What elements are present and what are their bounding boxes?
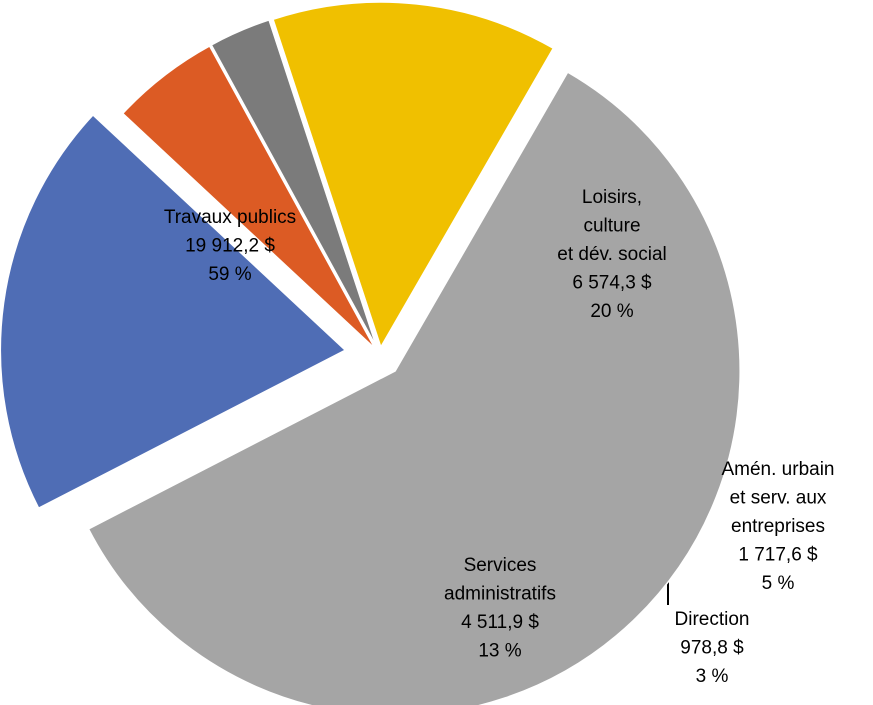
pie-slice bbox=[272, 1, 555, 349]
pie-slice bbox=[87, 71, 741, 705]
slice-label: et serv. aux bbox=[730, 488, 827, 509]
value-label: 19 912,2 $ bbox=[185, 236, 275, 257]
slice-label: entreprises bbox=[731, 516, 825, 537]
pie-slice bbox=[0, 113, 347, 510]
value-label: 1 717,6 $ bbox=[738, 545, 818, 566]
pie-slice bbox=[210, 18, 378, 349]
slice-label: et dév. social bbox=[557, 244, 666, 265]
pie-slice bbox=[121, 44, 376, 350]
slice-label: administratifs bbox=[444, 584, 556, 605]
percentage-label: 3 % bbox=[696, 666, 729, 687]
value-label: 978,8 $ bbox=[680, 638, 744, 659]
percentage-label: 20 % bbox=[590, 301, 633, 322]
slice-label: Services bbox=[464, 555, 537, 576]
percentage-label: 13 % bbox=[478, 641, 521, 662]
percentage-label: 5 % bbox=[762, 573, 795, 594]
slice-label: culture bbox=[583, 216, 640, 237]
percentage-label: 59 % bbox=[208, 264, 251, 285]
slice-label: Amén. urbain bbox=[721, 459, 834, 480]
slice-label: Loisirs, bbox=[582, 187, 642, 208]
slice-label: Direction bbox=[675, 609, 750, 630]
slice-label: Travaux publics bbox=[164, 207, 296, 228]
value-label: 6 574,3 $ bbox=[572, 273, 652, 294]
value-label: 4 511,9 $ bbox=[461, 612, 539, 633]
